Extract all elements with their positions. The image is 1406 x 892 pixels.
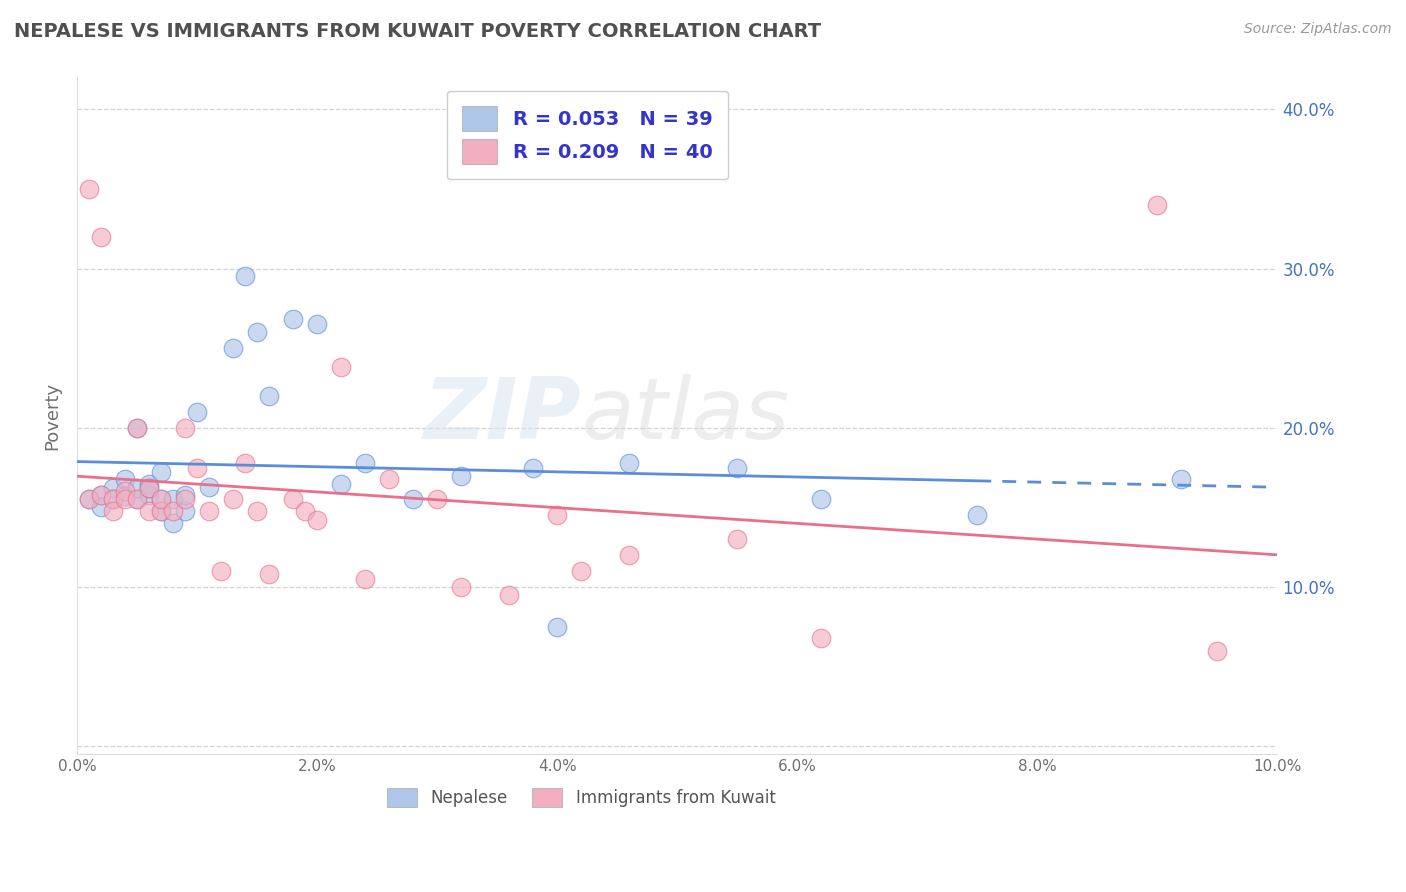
Point xyxy=(150,503,173,517)
Point xyxy=(257,389,280,403)
Point xyxy=(378,472,401,486)
Text: Source: ZipAtlas.com: Source: ZipAtlas.com xyxy=(1244,22,1392,37)
Point xyxy=(810,492,832,507)
Point xyxy=(619,548,641,562)
Point xyxy=(1146,198,1168,212)
Point xyxy=(150,492,173,507)
Point xyxy=(114,472,136,486)
Point xyxy=(498,588,520,602)
Point xyxy=(127,421,149,435)
Text: atlas: atlas xyxy=(581,375,789,458)
Point xyxy=(810,631,832,645)
Point xyxy=(162,503,184,517)
Point xyxy=(138,481,160,495)
Point xyxy=(127,421,149,435)
Point xyxy=(101,481,124,495)
Point xyxy=(294,503,316,517)
Point xyxy=(150,466,173,480)
Point xyxy=(222,341,245,355)
Point xyxy=(138,503,160,517)
Point xyxy=(101,492,124,507)
Point xyxy=(101,503,124,517)
Point xyxy=(725,533,748,547)
Point xyxy=(174,488,197,502)
Point xyxy=(77,182,100,196)
Point xyxy=(90,229,112,244)
Point xyxy=(546,508,568,523)
Point xyxy=(281,312,304,326)
Point xyxy=(150,492,173,507)
Point xyxy=(198,480,221,494)
Point xyxy=(330,476,353,491)
Point xyxy=(77,492,100,507)
Point xyxy=(450,468,472,483)
Point xyxy=(257,567,280,582)
Point xyxy=(1170,472,1192,486)
Point xyxy=(90,488,112,502)
Point xyxy=(186,405,208,419)
Point xyxy=(330,360,353,375)
Point xyxy=(162,492,184,507)
Point xyxy=(222,492,245,507)
Point xyxy=(546,620,568,634)
Point xyxy=(127,481,149,495)
Point xyxy=(246,325,269,339)
Text: ZIP: ZIP xyxy=(423,375,581,458)
Point xyxy=(233,456,256,470)
Point xyxy=(114,484,136,499)
Point xyxy=(174,503,197,517)
Point xyxy=(725,460,748,475)
Point xyxy=(522,460,544,475)
Point xyxy=(77,492,100,507)
Point xyxy=(162,516,184,531)
Point xyxy=(426,492,449,507)
Point xyxy=(402,492,425,507)
Point xyxy=(138,481,160,495)
Point xyxy=(138,488,160,502)
Point xyxy=(114,489,136,503)
Point xyxy=(138,476,160,491)
Text: NEPALESE VS IMMIGRANTS FROM KUWAIT POVERTY CORRELATION CHART: NEPALESE VS IMMIGRANTS FROM KUWAIT POVER… xyxy=(14,22,821,41)
Point xyxy=(174,492,197,507)
Point xyxy=(619,456,641,470)
Point xyxy=(450,580,472,594)
Point xyxy=(127,492,149,507)
Point xyxy=(354,456,377,470)
Point xyxy=(101,492,124,507)
Point xyxy=(569,564,592,578)
Point xyxy=(307,318,329,332)
Point xyxy=(966,508,988,523)
Point xyxy=(150,503,173,517)
Point xyxy=(127,492,149,507)
Point xyxy=(1206,643,1229,657)
Legend: Nepalese, Immigrants from Kuwait: Nepalese, Immigrants from Kuwait xyxy=(380,781,782,814)
Point xyxy=(186,460,208,475)
Point xyxy=(114,492,136,507)
Point xyxy=(90,500,112,515)
Y-axis label: Poverty: Poverty xyxy=(44,382,60,450)
Point xyxy=(281,492,304,507)
Point xyxy=(354,572,377,586)
Point xyxy=(233,269,256,284)
Point xyxy=(307,513,329,527)
Point xyxy=(90,488,112,502)
Point xyxy=(209,564,232,578)
Point xyxy=(198,503,221,517)
Point xyxy=(174,421,197,435)
Point xyxy=(246,503,269,517)
